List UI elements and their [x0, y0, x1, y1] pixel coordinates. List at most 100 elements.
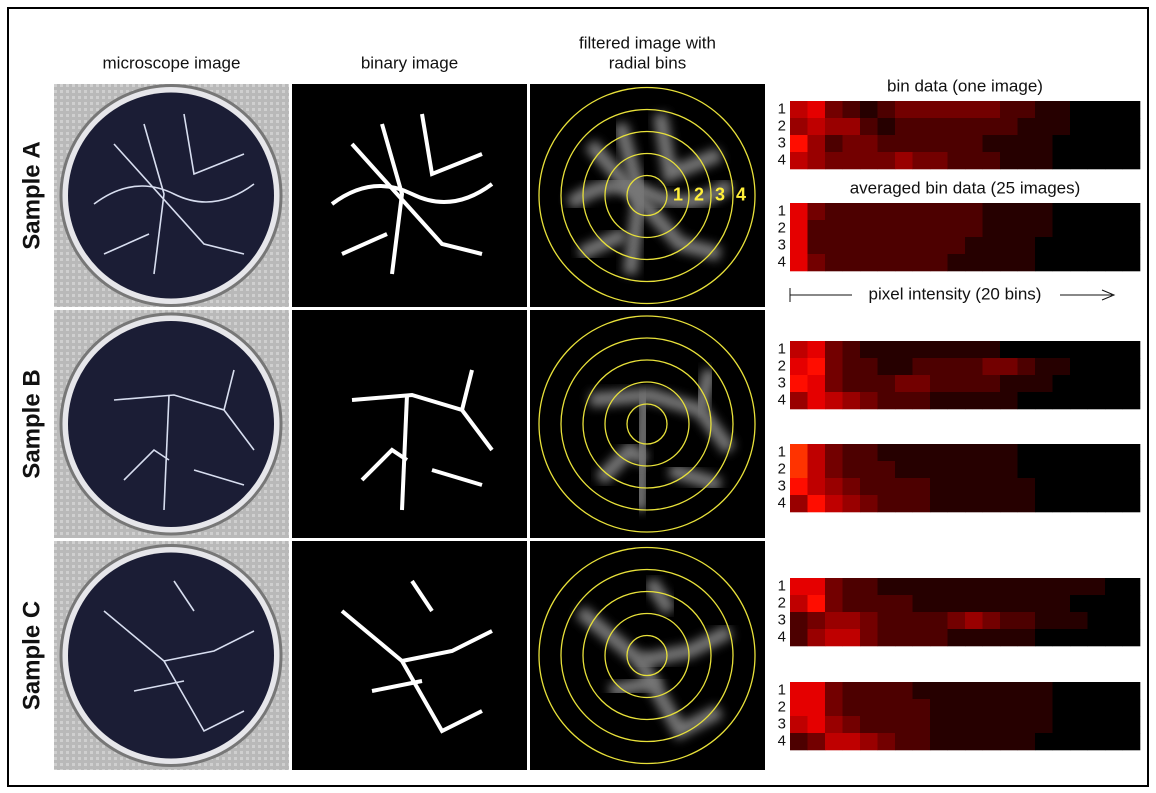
heatmap-cell: [1035, 358, 1053, 375]
heatmap-cell: [930, 254, 948, 271]
heatmap-cell: [1018, 152, 1036, 169]
heatmap-cell: [1053, 682, 1071, 699]
heatmap-cell: [1123, 733, 1141, 750]
heatmap-cell: [790, 461, 808, 478]
heatmap-cell: [1000, 461, 1018, 478]
heatmap-cell: [948, 237, 966, 254]
heatmap-cell: [878, 237, 896, 254]
heatmap-cell: [930, 358, 948, 375]
heatmap-cell: [895, 392, 913, 409]
heatmap-cell: [913, 612, 931, 629]
heatmap-cell: [790, 478, 808, 495]
heatmap-cell: [1070, 152, 1088, 169]
heatmap-cell: [1070, 612, 1088, 629]
heatmap-cell: [965, 101, 983, 118]
heatmap-cell: [1000, 444, 1018, 461]
background: [292, 84, 527, 307]
heatmap-cell: [843, 203, 861, 220]
heatmap-cell: [878, 101, 896, 118]
heatmap-cell: [983, 237, 1001, 254]
heatmap-cell: [825, 375, 843, 392]
heatmap-cell: [790, 612, 808, 629]
binary-image: [292, 541, 527, 770]
heatmap-cell: [948, 254, 966, 271]
heatmap-cell: [948, 612, 966, 629]
heatmap-cell: [913, 699, 931, 716]
heatmap-cell: [790, 682, 808, 699]
heatmap-cell: [860, 220, 878, 237]
heatmap-cell: [878, 461, 896, 478]
heatmap-cell: [1123, 135, 1141, 152]
heatmap-cell: [1070, 629, 1088, 646]
heatmap-cell: [790, 341, 808, 358]
heatmap-cell: [1035, 444, 1053, 461]
heatmap-cell: [1105, 478, 1123, 495]
heatmap-cell: [983, 118, 1001, 135]
heatmap-cell: [825, 716, 843, 733]
heatmap-cell: [1123, 595, 1141, 612]
heatmap-cell: [790, 578, 808, 595]
bin-label: 1: [778, 443, 786, 460]
heatmap-cell: [1105, 461, 1123, 478]
heatmap-cell: [965, 578, 983, 595]
heatmap-cell: [1053, 595, 1071, 612]
heatmap-cell: [965, 629, 983, 646]
heatmap-cell: [1053, 629, 1071, 646]
heatmap-cell: [1070, 495, 1088, 512]
dish: [68, 93, 274, 299]
heatmap-cell: [1000, 578, 1018, 595]
heatmap-cell: [1088, 152, 1106, 169]
heatmap-cell: [948, 152, 966, 169]
heatmap-cell: [1000, 699, 1018, 716]
heatmap-cell: [965, 612, 983, 629]
heatmap-cell: [1018, 392, 1036, 409]
heatmap-cell: [1000, 495, 1018, 512]
filtered-image: [530, 541, 765, 770]
heatmap-cell: [965, 237, 983, 254]
sample-label: Sample C: [18, 601, 45, 710]
heatmap-cell: [843, 478, 861, 495]
heatmap-cell: [878, 733, 896, 750]
heatmap-cell: [965, 220, 983, 237]
heatmap-cell: [930, 478, 948, 495]
heatmap-cell: [1000, 135, 1018, 152]
heatmap-cell: [1105, 135, 1123, 152]
heatmap-cell: [1035, 237, 1053, 254]
heatmap-cell: [878, 682, 896, 699]
heatmap-cell: [843, 612, 861, 629]
heatmap-cell: [808, 699, 826, 716]
heatmap-cell: [1018, 478, 1036, 495]
heatmap-cell: [1053, 135, 1071, 152]
heatmap-cell: [843, 254, 861, 271]
bin-label: 2: [778, 594, 786, 611]
heatmap-cell: [878, 699, 896, 716]
heatmap-cell: [860, 358, 878, 375]
heatmap-cell: [930, 699, 948, 716]
column-header: filtered image with: [579, 33, 716, 52]
heatmap-cell: [860, 478, 878, 495]
heatmap-cell: [808, 220, 826, 237]
heatmap-cell: [1088, 578, 1106, 595]
ring-label: 1: [673, 184, 683, 204]
heatmap-cell: [1123, 699, 1141, 716]
heatmap-cell: [1070, 478, 1088, 495]
heatmap-cell: [1070, 254, 1088, 271]
heatmap-cell: [930, 237, 948, 254]
heatmap-cell: [825, 733, 843, 750]
heatmap-cell: [1000, 341, 1018, 358]
ring-label: 4: [736, 184, 746, 204]
heatmap-cell: [1088, 118, 1106, 135]
heatmap-cell: [913, 682, 931, 699]
heatmap-cell: [1018, 578, 1036, 595]
heatmap-cell: [948, 629, 966, 646]
heatmap-cell: [843, 461, 861, 478]
heatmap-cell: [843, 495, 861, 512]
heatmap-cell: [1035, 118, 1053, 135]
heatmap-cell: [843, 118, 861, 135]
heatmap-cell: [878, 358, 896, 375]
heatmap-cell: [790, 629, 808, 646]
heatmap-cell: [895, 220, 913, 237]
heatmap-cell: [965, 135, 983, 152]
heatmap-cell: [825, 444, 843, 461]
heatmap-cell: [808, 392, 826, 409]
